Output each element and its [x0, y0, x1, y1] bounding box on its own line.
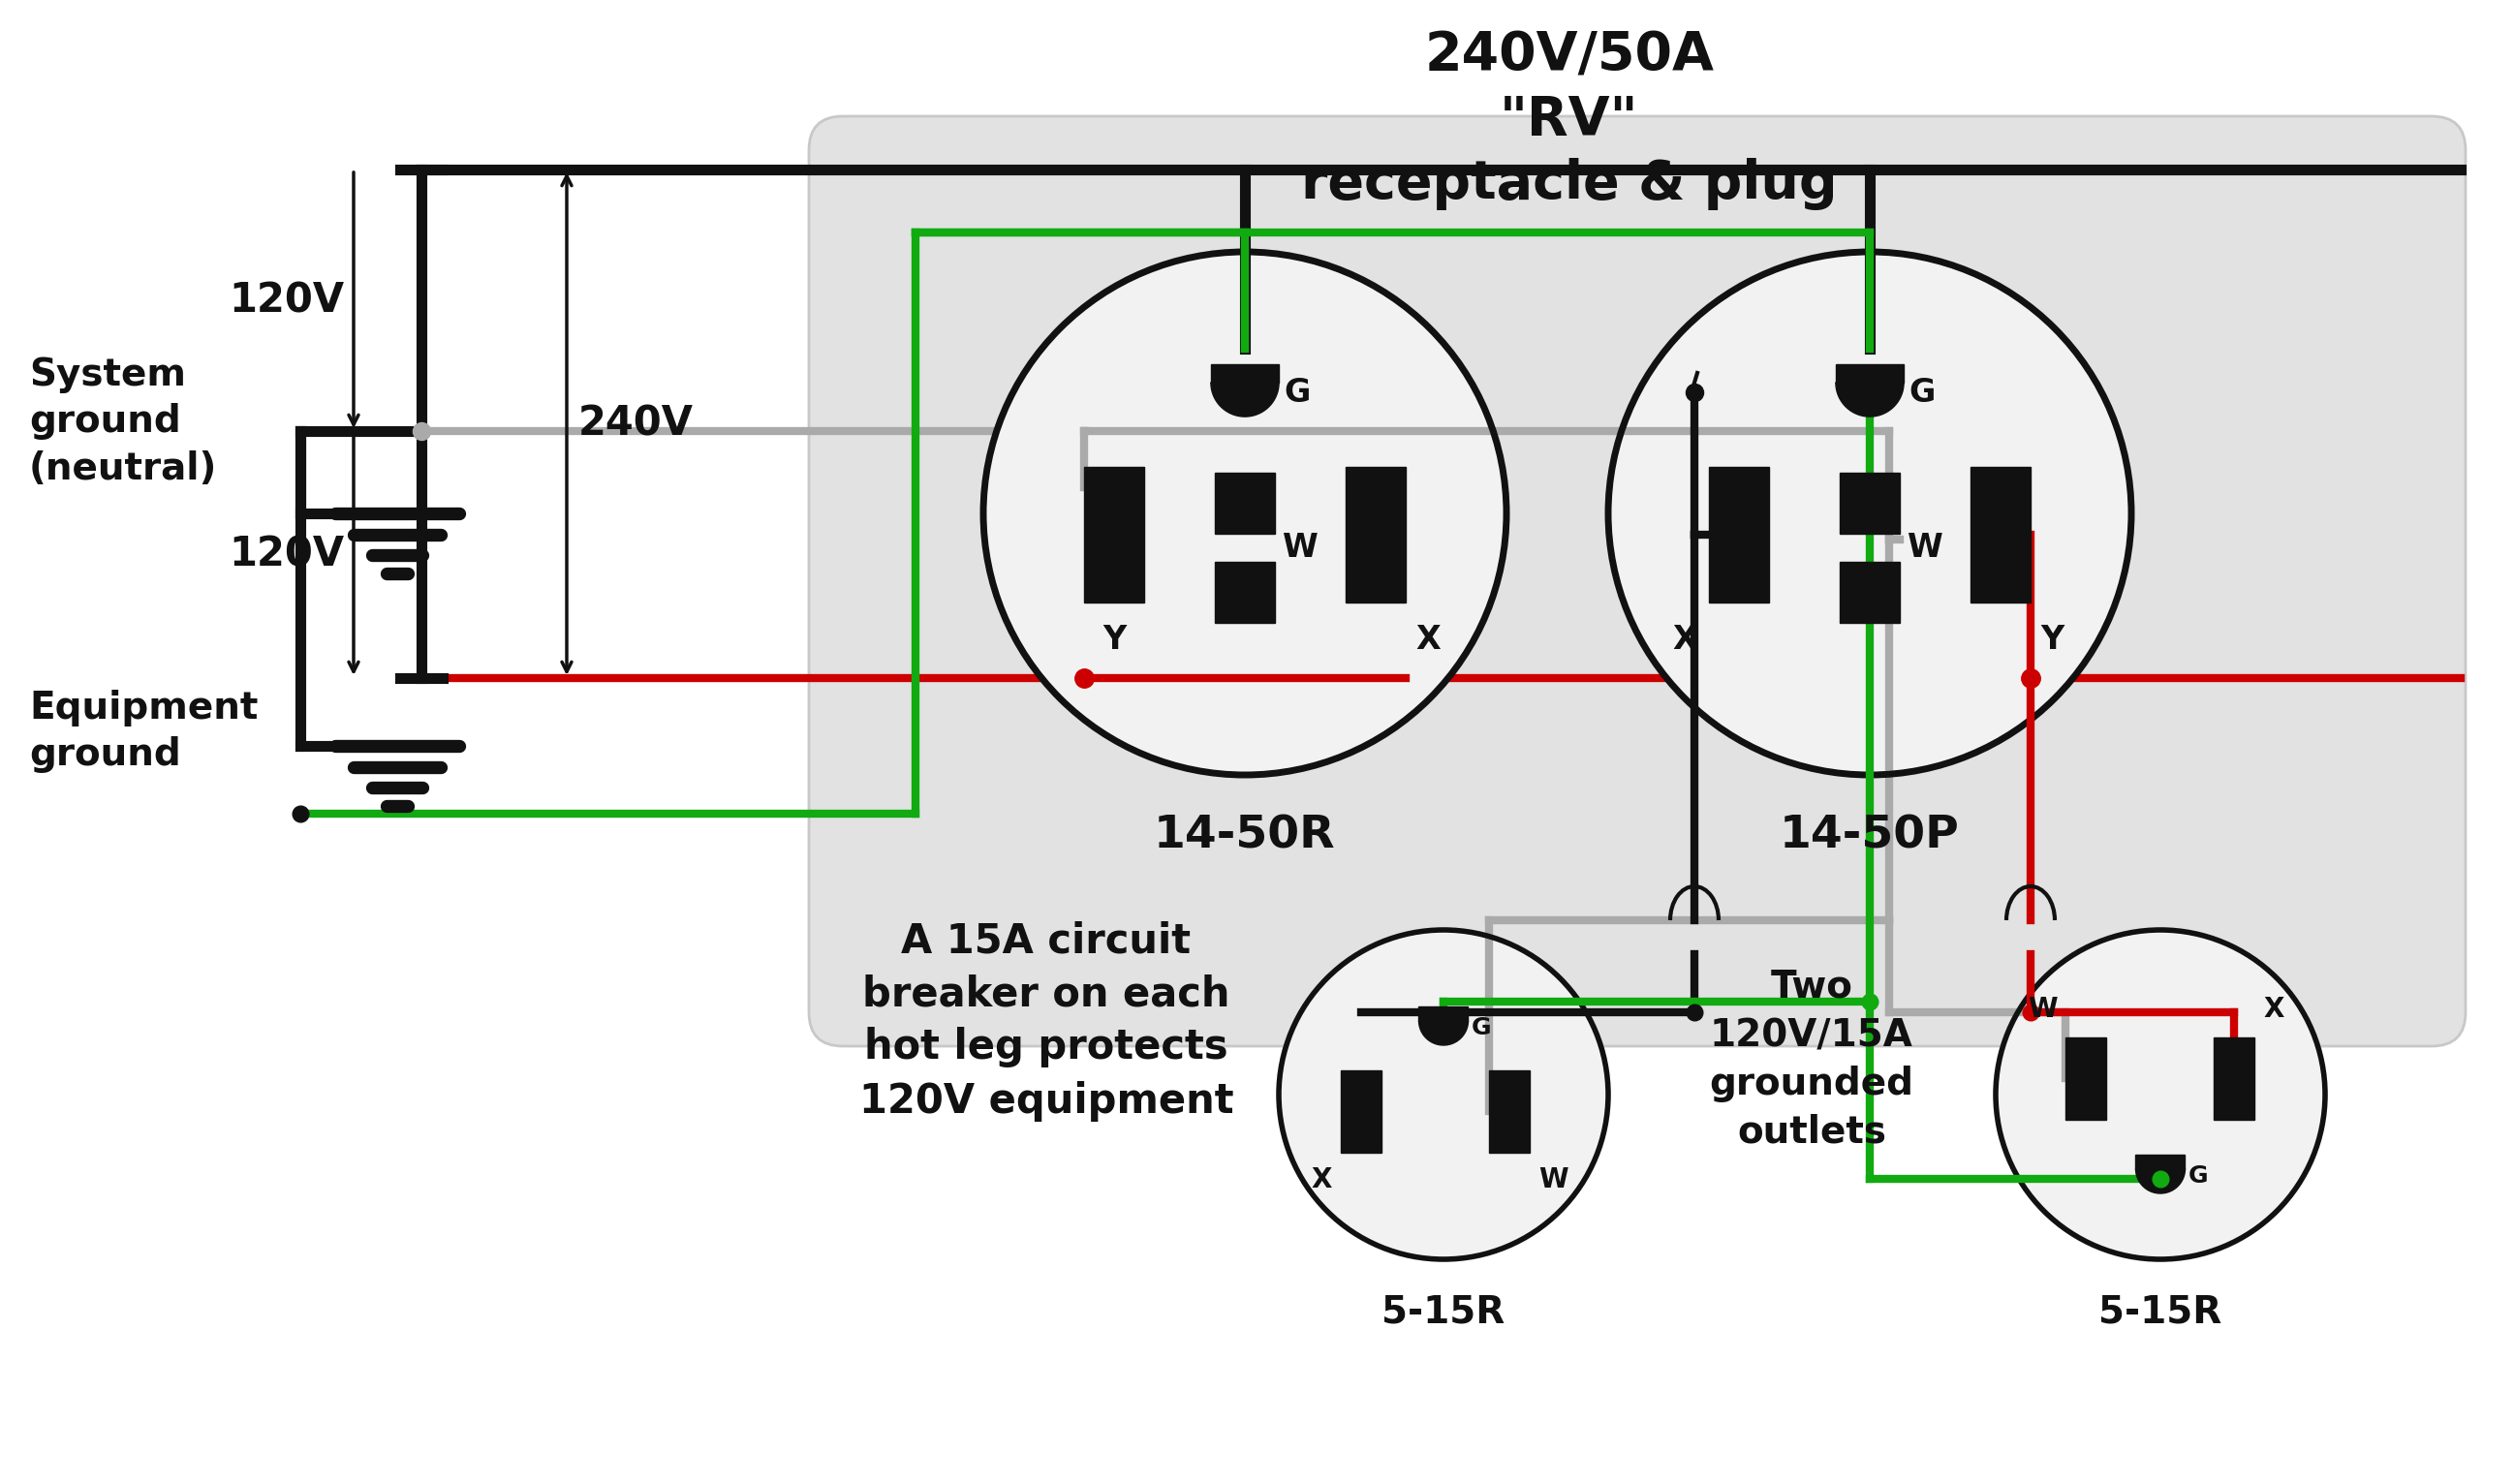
Text: X: X — [2263, 996, 2285, 1022]
Bar — [2215, 1037, 2255, 1119]
Text: W: W — [1282, 531, 1317, 564]
Bar — [1214, 472, 1275, 533]
Text: 120V: 120V — [229, 280, 344, 321]
Circle shape — [1280, 930, 1609, 1260]
Bar — [1345, 466, 1405, 603]
Bar — [1084, 466, 1144, 603]
Text: 240V: 240V — [578, 404, 694, 444]
Bar — [1214, 561, 1275, 622]
Polygon shape — [1418, 1021, 1468, 1045]
FancyBboxPatch shape — [810, 116, 2466, 1046]
Text: G: G — [1285, 377, 1310, 408]
Text: 120V: 120V — [229, 534, 344, 574]
Text: W: W — [1908, 531, 1943, 564]
Text: X: X — [1415, 623, 1441, 656]
Text: 5-15R: 5-15R — [1383, 1293, 1506, 1330]
Polygon shape — [2137, 1169, 2185, 1193]
Bar — [1488, 1070, 1529, 1152]
Text: G: G — [2187, 1165, 2207, 1187]
Text: 240V/50A
"RV"
receptacle & plug: 240V/50A "RV" receptacle & plug — [1302, 30, 1838, 211]
Text: Y: Y — [2041, 623, 2064, 656]
Bar — [2067, 1037, 2107, 1119]
Text: G: G — [1471, 1017, 1491, 1039]
Polygon shape — [1212, 383, 1280, 417]
Text: 14-50P: 14-50P — [1780, 813, 1961, 858]
Text: G: G — [1908, 377, 1936, 408]
Circle shape — [1996, 930, 2325, 1260]
Circle shape — [1609, 252, 2132, 775]
Polygon shape — [1835, 383, 1903, 417]
Polygon shape — [2137, 1155, 2185, 1169]
Text: X: X — [1672, 623, 1697, 656]
Text: W: W — [1539, 1166, 1569, 1195]
Text: Y: Y — [1101, 623, 1126, 656]
Text: W: W — [2029, 996, 2056, 1022]
Text: X: X — [1312, 1166, 1332, 1195]
Text: A 15A circuit
breaker on each
hot leg protects
120V equipment: A 15A circuit breaker on each hot leg pr… — [860, 920, 1234, 1122]
Polygon shape — [1835, 364, 1903, 383]
Bar — [1840, 561, 1901, 622]
Text: 5-15R: 5-15R — [2099, 1293, 2222, 1330]
Bar — [1971, 466, 2031, 603]
Bar — [1340, 1070, 1383, 1152]
Bar — [1710, 466, 1770, 603]
Bar — [1840, 472, 1901, 533]
Text: System
ground
(neutral): System ground (neutral) — [30, 356, 216, 487]
Text: Two
120V/15A
grounded
outlets: Two 120V/15A grounded outlets — [1710, 969, 1913, 1150]
Polygon shape — [1212, 364, 1280, 383]
Text: 14-50R: 14-50R — [1154, 813, 1335, 858]
Polygon shape — [1418, 1008, 1468, 1021]
Text: Equipment
ground: Equipment ground — [30, 690, 259, 773]
Circle shape — [983, 252, 1506, 775]
